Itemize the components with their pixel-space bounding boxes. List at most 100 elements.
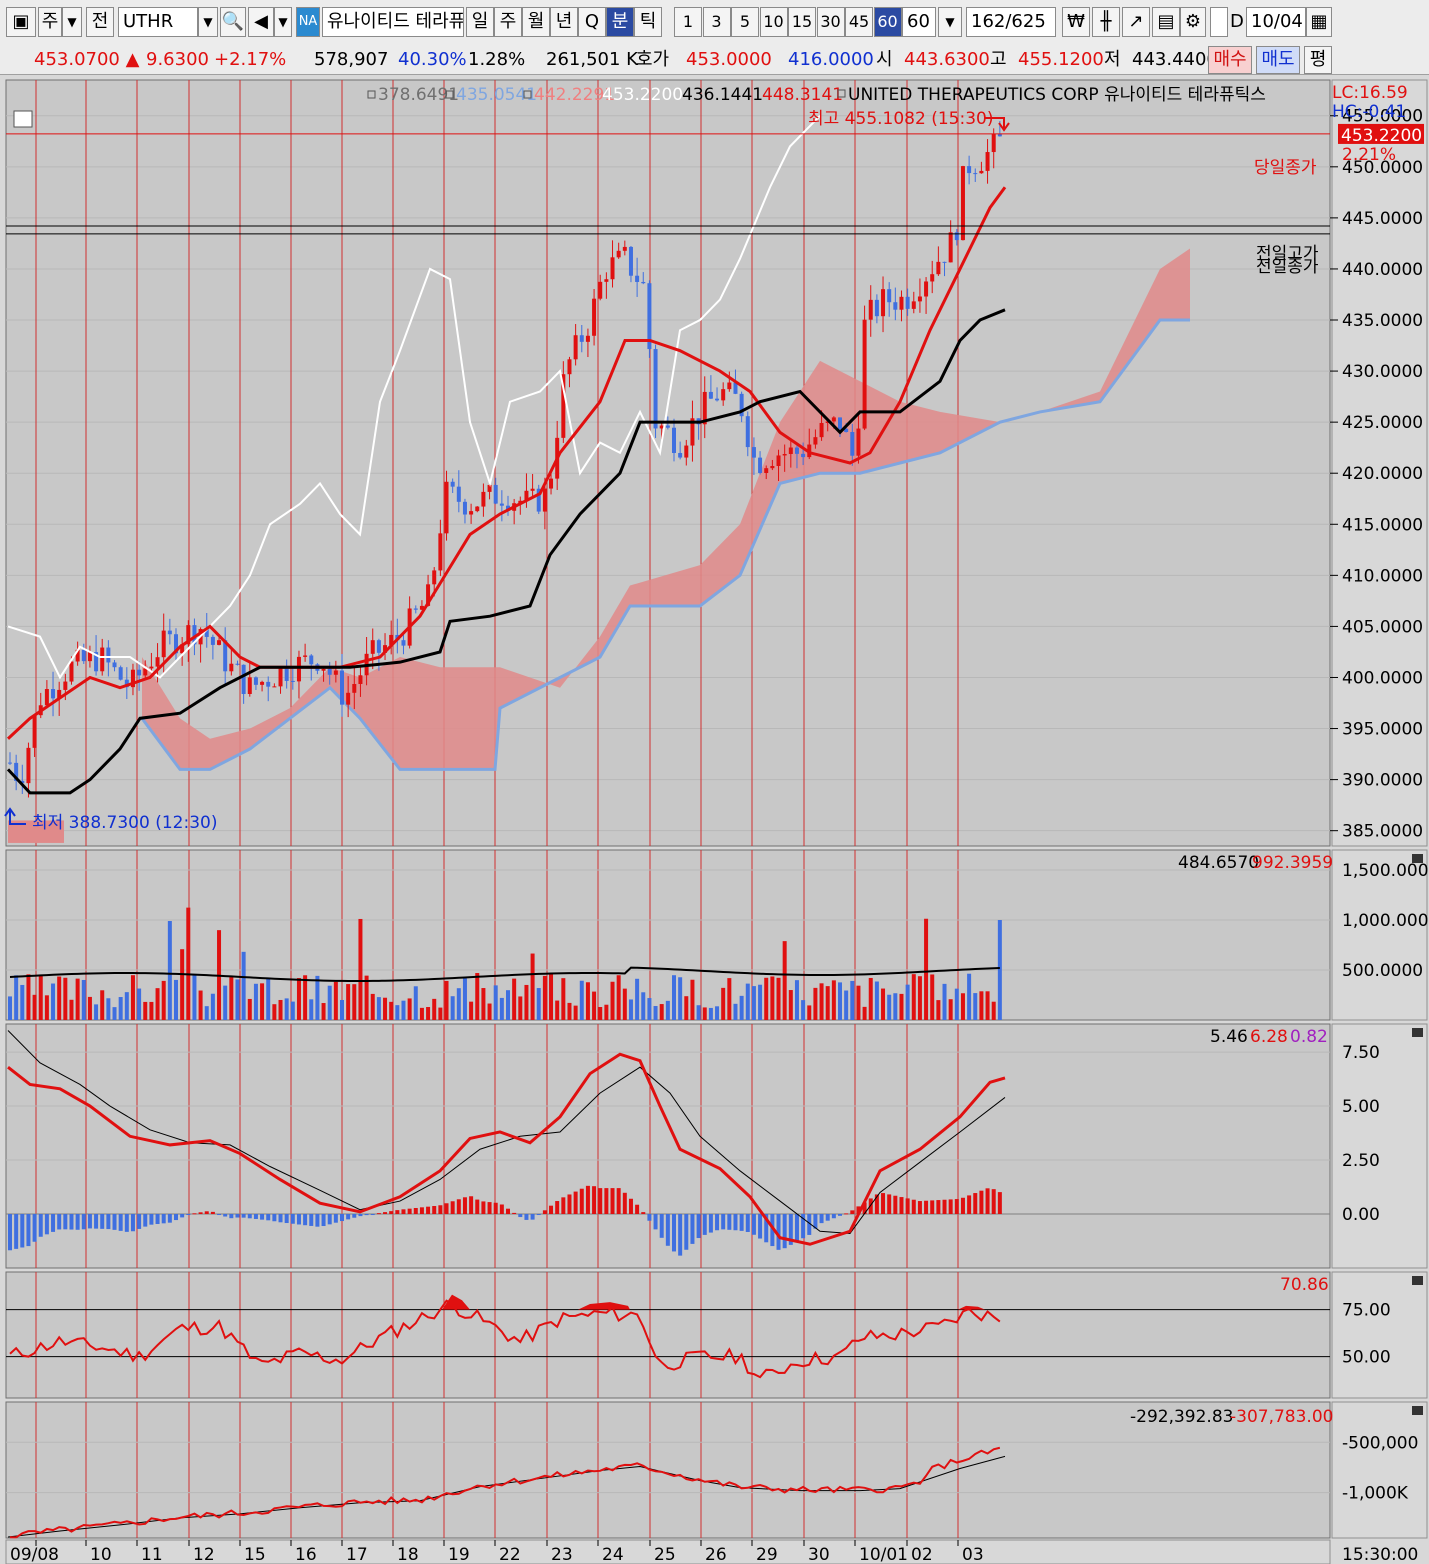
tab-period-6[interactable]: 틱 [634, 7, 662, 37]
current-price: 453.0700 ▲ [34, 49, 140, 70]
count-field[interactable]: 162/625 [966, 7, 1056, 37]
volume-bar [585, 982, 590, 1020]
volume-bar [14, 975, 19, 1020]
tab-period-2[interactable]: 월 [522, 7, 550, 37]
candle-body [665, 425, 670, 428]
macd-histogram-bar [370, 1214, 375, 1216]
macd-histogram-bar [954, 1199, 959, 1215]
tab-period-0[interactable]: 일 [466, 7, 494, 37]
interval-button-30[interactable]: 30 [816, 7, 845, 37]
macd-histogram-bar [979, 1190, 984, 1215]
interval-button-60[interactable]: 60 [873, 7, 902, 37]
tab-period-1[interactable]: 주 [494, 7, 522, 37]
interval-button-10[interactable]: 10 [759, 7, 788, 37]
macd-histogram-bar [253, 1214, 258, 1219]
panel-close-icon [1412, 1276, 1423, 1285]
volume-bar [106, 998, 111, 1020]
window-mode-button[interactable]: 주 [38, 7, 62, 37]
tab-period-3[interactable]: 년 [550, 7, 578, 37]
macd-histogram-bar [499, 1204, 504, 1215]
macd-histogram-bar [383, 1212, 388, 1215]
open-price: 443.6300 [904, 49, 990, 70]
macd-histogram-bar [51, 1214, 56, 1232]
candle-icon[interactable]: ╫ [1092, 7, 1120, 37]
volume-bar [641, 992, 646, 1020]
search-icon[interactable]: 🔍 [220, 7, 246, 37]
volume-bar [118, 997, 123, 1020]
volume-bar [81, 979, 86, 1020]
interval-button-45[interactable]: 45 [845, 7, 873, 37]
macd-histogram-bar [272, 1214, 277, 1222]
x-axis-label: 03 [962, 1545, 984, 1564]
chevron-down-icon[interactable]: ▼ [274, 7, 292, 37]
candle-body [635, 275, 640, 282]
currency-icon[interactable]: ₩ [1062, 7, 1090, 37]
prev-button[interactable]: 전 [86, 7, 114, 37]
volume-bar [690, 979, 695, 1020]
macd-histogram-bar [364, 1214, 369, 1216]
last-price-box [1338, 123, 1424, 144]
candle-body [518, 500, 523, 504]
save-icon[interactable]: ▤ [1152, 7, 1180, 37]
x-axis-label: 12 [193, 1545, 215, 1564]
candle-body [678, 452, 683, 458]
speaker-icon[interactable]: ◀ [248, 7, 274, 37]
candle-body [137, 669, 142, 676]
symbol-input[interactable]: UTHR [118, 7, 198, 37]
macd-histogram-bar [346, 1214, 351, 1220]
tab-period-4[interactable]: Q [578, 7, 606, 37]
macd-histogram-bar [407, 1208, 412, 1215]
volume-bar [739, 995, 744, 1020]
volume-bar [198, 990, 203, 1020]
macd-histogram-bar [290, 1214, 295, 1224]
sell-button[interactable]: 매도 [1256, 46, 1300, 74]
macd-histogram-bar [960, 1197, 965, 1215]
x-axis-time: 15:30:00 [1342, 1545, 1418, 1564]
volume-bar [44, 995, 49, 1020]
macd-histogram-bar [321, 1214, 326, 1227]
interval-input[interactable]: 60 [902, 7, 936, 37]
interval-button-3[interactable]: 3 [702, 7, 731, 37]
obv-axis-label: -500,000 [1342, 1433, 1418, 1453]
stock-chart[interactable]: 455.0000 450.0000 445.0000 440.0000 435.0000… [0, 76, 1429, 1564]
eval-button[interactable]: 평 [1304, 46, 1332, 74]
volume-axis-label: 1,000.0000 [1342, 911, 1429, 931]
candle-body [524, 490, 529, 501]
chevron-down-icon[interactable]: ▼ [938, 7, 962, 37]
line-tool-icon[interactable]: ↗ [1122, 7, 1150, 37]
volume-bar [801, 1000, 806, 1020]
interval-button-1[interactable]: 1 [674, 7, 702, 37]
gear-icon[interactable]: ⚙ [1180, 7, 1206, 37]
tab-period-5[interactable]: 분 [606, 7, 634, 37]
macd-histogram-bar [204, 1211, 209, 1215]
macd-histogram-bar [758, 1214, 763, 1239]
price-axis-label: 410.0000 [1342, 566, 1423, 586]
symbol-dropdown-icon[interactable]: ▼ [198, 7, 218, 37]
macd-histogram-bar [75, 1214, 80, 1230]
candle-body [94, 652, 99, 672]
volume-bar [610, 981, 615, 1020]
ask-price: 416.0000 [788, 49, 874, 70]
candle-body [266, 681, 271, 687]
base-line [6, 308, 1006, 795]
chevron-down-icon[interactable]: ▼ [62, 7, 82, 37]
volume-bar [715, 1006, 720, 1020]
interval-button-5[interactable]: 5 [731, 7, 759, 37]
volume-bar [764, 977, 769, 1020]
candle-body [321, 668, 326, 671]
volume-bar [456, 988, 461, 1020]
volume-bar [63, 977, 68, 1020]
d-checkbox[interactable] [1210, 7, 1228, 37]
window-icon[interactable]: ▣ [6, 7, 36, 37]
candle-body [948, 232, 953, 263]
buy-button[interactable]: 매수 [1208, 46, 1252, 74]
calendar-icon[interactable]: ▦ [1306, 7, 1332, 37]
date-input[interactable]: 10/04 [1246, 7, 1306, 37]
candle-body [327, 668, 332, 675]
legend-value-3: 453.2200 [602, 85, 683, 105]
interval-button-15[interactable]: 15 [788, 7, 816, 37]
x-axis-label: 09/08 [10, 1545, 59, 1564]
macd-histogram-bar [130, 1214, 135, 1232]
candle-body [788, 447, 793, 455]
macd-histogram-bar [770, 1214, 775, 1247]
